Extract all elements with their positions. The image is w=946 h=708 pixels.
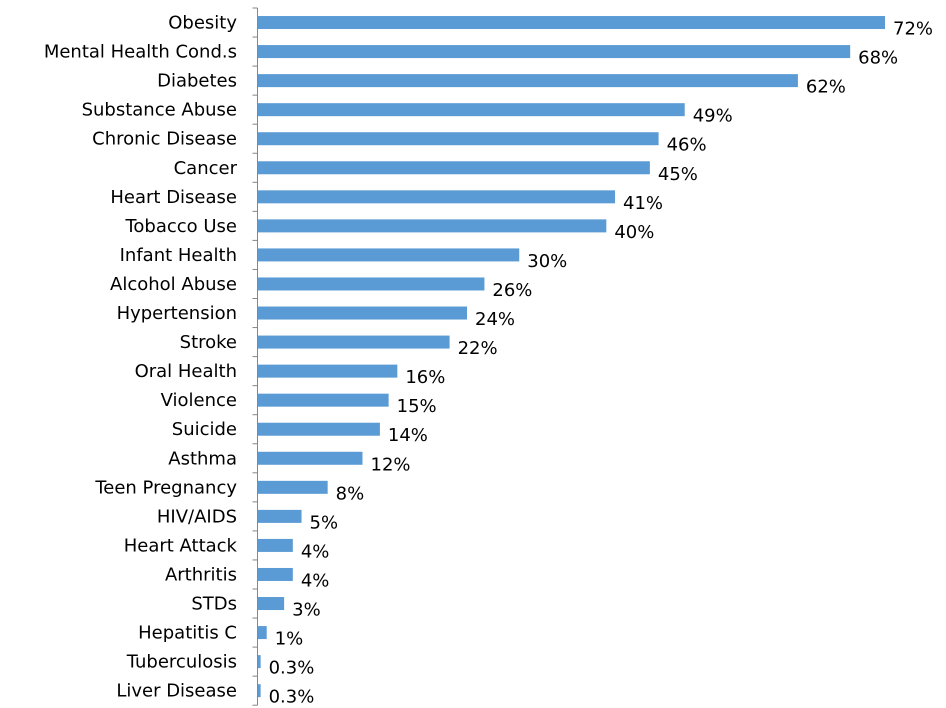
bar [258,335,450,349]
category-label: Mental Health Cond.s [44,42,237,63]
bar [258,277,485,291]
data-label: 62% [806,77,846,98]
data-label: 15% [397,396,437,417]
bar [258,451,363,465]
data-label: 30% [527,251,567,272]
data-label: 1% [275,629,304,650]
data-label: 8% [336,483,365,504]
data-label: 0.3% [269,658,315,679]
category-label: Infant Health [120,245,237,266]
data-label: 72% [893,19,933,40]
category-label: HIV/AIDS [157,506,237,527]
category-label: Heart Disease [110,187,237,208]
bar [258,509,302,523]
category-label: Hepatitis C [138,623,237,644]
data-label: 16% [405,367,445,388]
data-label: 5% [310,512,339,533]
labels-group: Obesity 72% Mental Health Cond.s 68% Diabete… [44,13,933,708]
bar [258,393,389,407]
category-label: Obesity [168,13,237,34]
bar [258,103,685,117]
data-label: 0.3% [269,687,315,708]
data-label: 68% [858,48,898,69]
category-label: Tobacco Use [124,216,237,237]
data-label: 14% [388,425,428,446]
data-label: 12% [371,454,411,475]
category-label: Violence [161,390,237,411]
data-label: 41% [623,193,663,214]
data-label: 45% [658,164,698,185]
bar [258,567,293,581]
bar [258,132,659,146]
data-label: 4% [301,570,330,591]
data-label: 49% [693,106,733,127]
bar [258,306,467,320]
category-label: Substance Abuse [82,100,237,121]
category-label: Liver Disease [116,681,237,702]
data-label: 40% [614,222,654,243]
category-label: Arthritis [165,564,237,585]
bar [258,74,798,88]
data-label: 46% [667,135,707,156]
bar [258,626,267,640]
category-label: Chronic Disease [92,129,237,150]
bar [258,422,380,436]
category-label: Cancer [174,158,238,179]
bar [258,248,520,262]
category-label: Tuberculosis [126,652,237,673]
bar [258,655,261,669]
bar [258,219,607,233]
bar [258,480,328,494]
category-label: Asthma [168,448,237,469]
category-label: Stroke [180,332,237,353]
category-label: Diabetes [157,71,237,92]
y-axis-group [252,7,258,706]
data-label: 26% [492,280,532,301]
category-label: Oral Health [135,361,237,382]
category-label: Hypertension [117,303,237,324]
bar [258,538,293,552]
bar [258,16,885,30]
bars-group [258,16,885,698]
category-label: STDs [191,594,237,615]
bar [258,597,285,611]
category-label: Alcohol Abuse [110,274,237,295]
bar [258,161,650,175]
data-label: 4% [301,541,330,562]
bar [258,45,851,59]
bar [258,190,616,204]
category-label: Suicide [172,419,237,440]
data-label: 3% [292,600,321,621]
category-label: Heart Attack [124,535,238,556]
data-label: 24% [475,309,515,330]
bar [258,684,261,698]
bar [258,364,398,378]
category-label: Teen Pregnancy [94,477,237,498]
data-label: 22% [458,338,498,359]
